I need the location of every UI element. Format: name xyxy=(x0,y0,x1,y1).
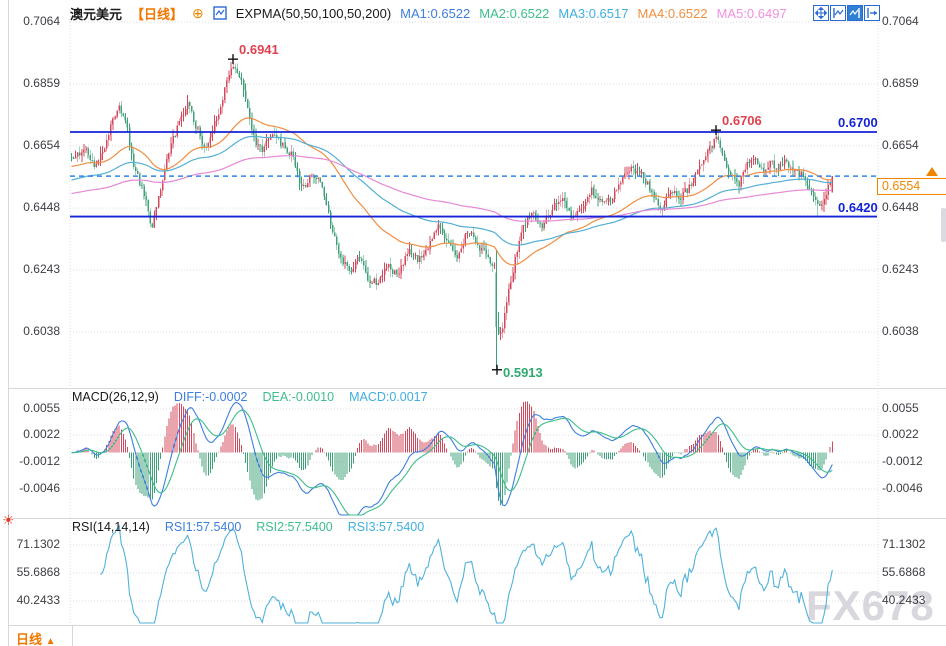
chevron-up-icon: ▲ xyxy=(45,636,56,646)
ma2-readout: MA2:0.6522 xyxy=(479,5,550,21)
ma3-readout: MA3:0.6517 xyxy=(558,5,629,21)
y-axis-label-right: -0.0012 xyxy=(882,454,923,469)
chart-toolbar xyxy=(813,5,880,21)
annotation-high-6706: 0.6706 xyxy=(722,113,762,129)
y-axis-label-left: 55.6868 xyxy=(16,564,60,579)
collapse-right-icon[interactable] xyxy=(864,5,880,21)
y-axis-label-left: 0.6654 xyxy=(23,137,60,152)
expma-label: EXPMA(50,50,100,50,200) xyxy=(235,5,392,21)
footer-divider xyxy=(72,626,73,646)
y-axis-label-right: 0.6448 xyxy=(882,200,919,215)
macd-hist-readout: MACD:0.0017 xyxy=(349,390,428,404)
panel-separator xyxy=(8,625,946,626)
y-axis-label-left: 0.0022 xyxy=(23,427,60,442)
left-edge-border xyxy=(8,0,9,646)
move-tool-icon[interactable] xyxy=(813,5,829,21)
chart-header: 澳元美元 【日线】 ⊕ EXPMA(50,50,100,50,200) MA1:… xyxy=(70,4,787,22)
settings-sun-icon[interactable]: ☀ xyxy=(2,512,15,528)
y-axis-label-right: 0.0055 xyxy=(882,401,919,415)
y-axis-label-left: 0.6243 xyxy=(23,262,60,277)
add-indicator-icon[interactable]: ⊕ xyxy=(192,5,204,21)
annotation-low-5913: 0.5913 xyxy=(503,364,543,380)
y-axis-label-left: 0.6448 xyxy=(23,200,60,215)
current-price-box: 0.6554 xyxy=(877,178,946,196)
scrollbar-thumb[interactable] xyxy=(941,208,946,242)
y-axis-label-left: 71.1302 xyxy=(16,537,60,551)
left-axis-chart-icon[interactable] xyxy=(830,5,846,21)
rsi-title: RSI(14,14,14) xyxy=(72,520,150,534)
level-label-6700: 0.6700 xyxy=(838,114,878,130)
panel-separator xyxy=(8,518,946,519)
indicator-chart-icon xyxy=(213,6,227,20)
y-axis-label-right: 0.6243 xyxy=(882,262,919,277)
rsi-panel-header: RSI(14,14,14) RSI1:57.5400 RSI2:57.5400 … xyxy=(72,520,424,534)
rsi2-readout: RSI2:57.5400 xyxy=(256,520,333,534)
y-axis-label-right: -0.0046 xyxy=(882,481,923,495)
rsi1-readout: RSI1:57.5400 xyxy=(164,520,242,534)
y-axis-label-left: 0.0055 xyxy=(23,401,60,415)
right-axis-chart-icon[interactable] xyxy=(847,5,863,21)
ma5-readout: MA5:0.6497 xyxy=(716,5,787,21)
y-axis-label-right: 0.6859 xyxy=(882,75,919,90)
y-axis-label-right: 0.7064 xyxy=(882,14,919,28)
timeframe-label[interactable]: 【日线】 xyxy=(131,6,184,22)
y-axis-label-left: 0.6038 xyxy=(23,324,60,338)
y-axis-label-right: 55.6868 xyxy=(882,564,926,579)
y-axis-label-right: 71.1302 xyxy=(882,537,926,551)
current-price-value: 0.6554 xyxy=(882,179,921,194)
y-axis-label-right: 40.2433 xyxy=(882,593,926,607)
ma4-readout: MA4:0.6522 xyxy=(637,5,708,21)
ma1-readout: MA1:0.6522 xyxy=(400,5,471,21)
y-axis-label-left: -0.0012 xyxy=(19,454,60,469)
y-axis-label-left: -0.0046 xyxy=(19,481,60,495)
macd-diff-readout: DIFF:-0.0002 xyxy=(173,390,248,404)
timeframe-selector-label: 日线 xyxy=(16,632,43,646)
y-axis-label-right: 0.0022 xyxy=(882,427,919,442)
macd-title: MACD(26,12,9) xyxy=(72,390,159,404)
panel-separator xyxy=(8,388,946,389)
y-axis-label-right: 0.6038 xyxy=(882,324,919,338)
timeframe-selector[interactable]: 日线 ▲ xyxy=(16,629,56,646)
price-alert-arrow-icon xyxy=(926,167,938,177)
y-axis-label-left: 0.7064 xyxy=(23,14,60,28)
symbol-name: 澳元美元 xyxy=(70,6,123,22)
level-label-6420: 0.6420 xyxy=(838,199,878,215)
annotation-high-6941: 0.6941 xyxy=(239,42,279,58)
y-axis-label-left: 0.6859 xyxy=(23,75,60,90)
time-axis-bar: 日线 ▲ 2024/072024/092024/112025/012025/03… xyxy=(0,626,946,646)
y-axis-label-left: 40.2433 xyxy=(16,593,60,607)
macd-dea-readout: DEA:-0.0010 xyxy=(262,390,335,404)
y-axis-label-right: 0.6654 xyxy=(882,137,919,152)
macd-panel-header: MACD(26,12,9) DIFF:-0.0002 DEA:-0.0010 M… xyxy=(72,390,428,404)
rsi3-readout: RSI3:57.5400 xyxy=(347,520,425,534)
